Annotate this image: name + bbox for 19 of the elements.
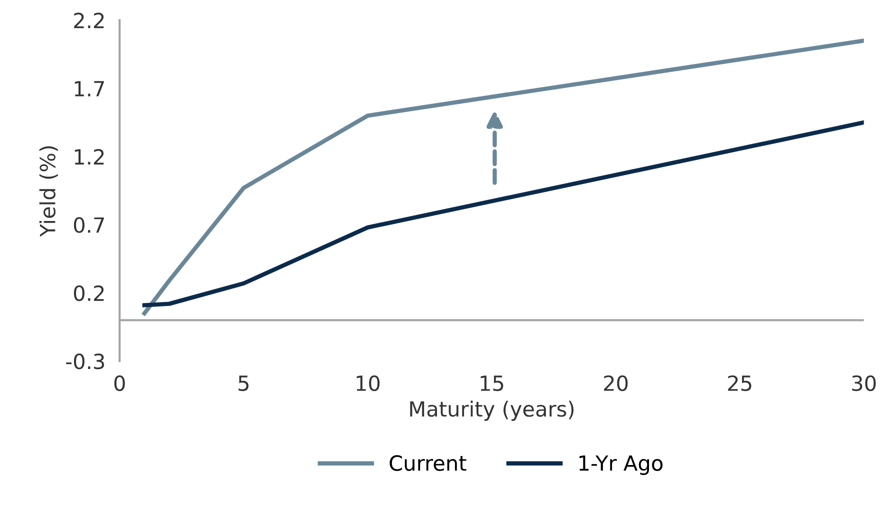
y-tick-label: 1.2 bbox=[74, 149, 104, 164]
legend-label: 1-Yr Ago bbox=[580, 455, 663, 475]
x-tick-label: 15 bbox=[480, 376, 504, 392]
y-tick-label: 0.7 bbox=[74, 217, 104, 233]
x-tick-label: 30 bbox=[852, 375, 876, 392]
line-series bbox=[142, 38, 864, 316]
y-tick-label: 0.2 bbox=[74, 285, 104, 302]
line-series bbox=[142, 120, 864, 308]
x-tick-label: 5 bbox=[238, 376, 248, 392]
x-tick-label: 25 bbox=[728, 375, 752, 392]
y-axis-title: Yield (%) bbox=[39, 146, 58, 237]
y-tick-label: 2.2 bbox=[74, 12, 104, 28]
legend-label: Current bbox=[390, 455, 466, 471]
x-axis-title: Maturity (years) bbox=[410, 400, 574, 421]
y-tick-label: 1.7 bbox=[74, 81, 104, 96]
x-tick-label: 20 bbox=[604, 375, 628, 392]
x-tick-label: 10 bbox=[356, 375, 380, 392]
x-tick-label: 0 bbox=[114, 375, 125, 392]
y-tick-label: -0.3 bbox=[66, 354, 104, 370]
